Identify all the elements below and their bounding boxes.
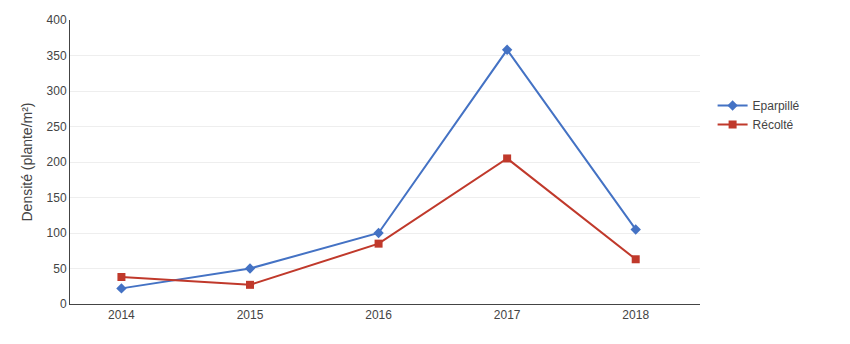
svg-text:2014: 2014	[108, 308, 135, 322]
svg-text:350: 350	[47, 49, 67, 63]
svg-text:0: 0	[60, 297, 67, 311]
svg-text:Récolté: Récolté	[753, 118, 794, 132]
svg-text:300: 300	[47, 84, 67, 98]
svg-text:Densité (plante/m²): Densité (plante/m²)	[19, 102, 35, 221]
svg-text:100: 100	[47, 226, 67, 240]
svg-text:150: 150	[47, 191, 67, 205]
svg-text:2017: 2017	[494, 308, 521, 322]
svg-text:50: 50	[53, 262, 67, 276]
svg-text:400: 400	[47, 13, 67, 27]
svg-text:2015: 2015	[237, 308, 264, 322]
svg-text:250: 250	[47, 120, 67, 134]
svg-text:2016: 2016	[365, 308, 392, 322]
svg-text:2018: 2018	[622, 308, 649, 322]
svg-text:Eparpillé: Eparpillé	[753, 99, 800, 113]
svg-text:200: 200	[47, 155, 67, 169]
